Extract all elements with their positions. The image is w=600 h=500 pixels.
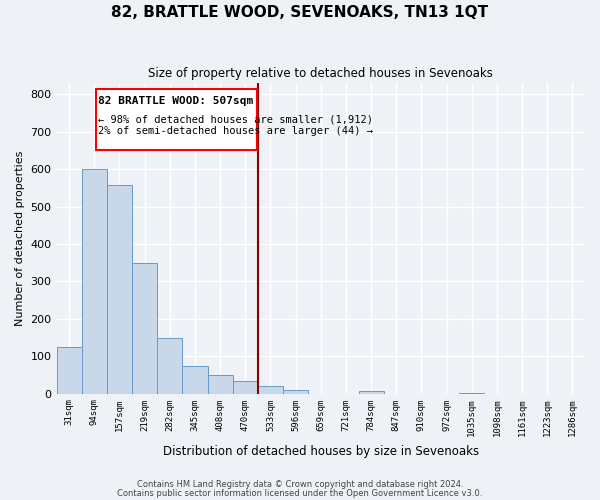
Bar — [258, 386, 283, 394]
Bar — [459, 392, 484, 394]
Text: ← 98% of detached houses are smaller (1,912): ← 98% of detached houses are smaller (1,… — [98, 115, 373, 125]
Bar — [233, 382, 258, 394]
Bar — [107, 185, 132, 394]
Text: 2% of semi-detached houses are larger (44) →: 2% of semi-detached houses are larger (4… — [98, 126, 373, 136]
Bar — [283, 390, 308, 394]
Bar — [157, 338, 182, 394]
Title: Size of property relative to detached houses in Sevenoaks: Size of property relative to detached ho… — [148, 68, 493, 80]
Text: 82 BRATTLE WOOD: 507sqm: 82 BRATTLE WOOD: 507sqm — [98, 96, 254, 106]
Text: Contains public sector information licensed under the Open Government Licence v3: Contains public sector information licen… — [118, 488, 482, 498]
X-axis label: Distribution of detached houses by size in Sevenoaks: Distribution of detached houses by size … — [163, 444, 479, 458]
Bar — [182, 366, 208, 394]
Bar — [208, 375, 233, 394]
Text: Contains HM Land Registry data © Crown copyright and database right 2024.: Contains HM Land Registry data © Crown c… — [137, 480, 463, 489]
FancyBboxPatch shape — [95, 88, 257, 150]
Bar — [56, 347, 82, 394]
Bar — [132, 262, 157, 394]
Bar — [82, 169, 107, 394]
Bar — [359, 390, 383, 394]
Text: 82, BRATTLE WOOD, SEVENOAKS, TN13 1QT: 82, BRATTLE WOOD, SEVENOAKS, TN13 1QT — [112, 5, 488, 20]
Y-axis label: Number of detached properties: Number of detached properties — [15, 150, 25, 326]
